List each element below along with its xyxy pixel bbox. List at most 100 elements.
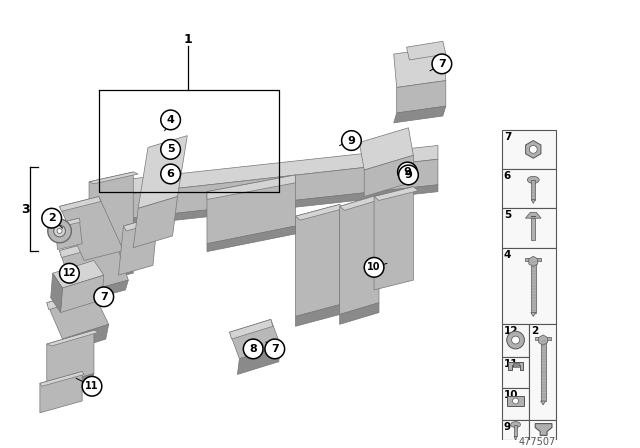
- Bar: [541, 337, 545, 401]
- Bar: [502, 248, 556, 324]
- Text: 7: 7: [438, 59, 445, 69]
- Text: 7: 7: [504, 132, 511, 142]
- Bar: [507, 396, 524, 406]
- Text: 7: 7: [271, 344, 278, 354]
- Polygon shape: [508, 362, 524, 370]
- Polygon shape: [60, 236, 116, 258]
- Polygon shape: [359, 128, 413, 170]
- Polygon shape: [237, 346, 281, 375]
- Ellipse shape: [527, 177, 539, 183]
- Polygon shape: [51, 273, 63, 313]
- Circle shape: [399, 165, 419, 185]
- Text: 12: 12: [63, 268, 76, 278]
- Polygon shape: [61, 275, 104, 313]
- Polygon shape: [514, 436, 517, 440]
- Polygon shape: [535, 424, 552, 435]
- Text: 7: 7: [100, 292, 108, 302]
- Polygon shape: [541, 401, 545, 405]
- Polygon shape: [133, 197, 177, 248]
- Text: 2: 2: [531, 326, 538, 336]
- Polygon shape: [104, 159, 438, 221]
- Polygon shape: [44, 374, 94, 399]
- Text: 4: 4: [166, 115, 175, 125]
- Text: 12: 12: [504, 326, 518, 336]
- Bar: [502, 324, 529, 357]
- Polygon shape: [71, 280, 129, 305]
- Polygon shape: [340, 194, 379, 314]
- Circle shape: [397, 162, 417, 182]
- Bar: [514, 425, 517, 436]
- Polygon shape: [89, 172, 138, 184]
- Polygon shape: [525, 212, 541, 218]
- Text: 11: 11: [85, 381, 99, 391]
- Polygon shape: [340, 303, 379, 324]
- Polygon shape: [60, 324, 109, 354]
- Circle shape: [161, 164, 180, 184]
- Text: 6: 6: [166, 169, 175, 179]
- Polygon shape: [54, 218, 80, 228]
- Polygon shape: [374, 187, 419, 201]
- Polygon shape: [296, 305, 340, 326]
- Polygon shape: [60, 236, 129, 295]
- Bar: [531, 218, 535, 240]
- Text: 9: 9: [404, 170, 412, 180]
- Polygon shape: [207, 175, 296, 199]
- Polygon shape: [40, 371, 82, 413]
- Polygon shape: [531, 199, 535, 203]
- Bar: [529, 420, 556, 440]
- Polygon shape: [296, 204, 340, 316]
- Text: 6: 6: [504, 171, 511, 181]
- Polygon shape: [364, 155, 413, 197]
- Bar: [502, 420, 529, 440]
- Polygon shape: [47, 290, 109, 339]
- Polygon shape: [406, 41, 446, 60]
- Polygon shape: [52, 260, 104, 288]
- Bar: [529, 324, 556, 420]
- Polygon shape: [529, 256, 538, 267]
- Circle shape: [48, 219, 71, 243]
- Text: 9: 9: [504, 422, 511, 431]
- Polygon shape: [89, 265, 133, 283]
- Text: 4: 4: [504, 250, 511, 260]
- Circle shape: [529, 146, 537, 153]
- Polygon shape: [513, 363, 518, 366]
- Polygon shape: [539, 335, 548, 345]
- Bar: [502, 130, 556, 169]
- Polygon shape: [340, 194, 384, 210]
- Text: 2: 2: [48, 213, 56, 223]
- Circle shape: [432, 54, 452, 74]
- Text: 10: 10: [367, 263, 381, 272]
- Polygon shape: [47, 330, 94, 387]
- Text: 3: 3: [21, 203, 29, 216]
- Bar: [531, 258, 536, 313]
- Circle shape: [57, 228, 62, 233]
- Text: 9: 9: [404, 167, 412, 177]
- Circle shape: [243, 339, 263, 359]
- Text: 477507: 477507: [518, 437, 556, 448]
- Polygon shape: [60, 197, 124, 260]
- Text: 11: 11: [504, 359, 518, 369]
- Polygon shape: [138, 136, 188, 208]
- Circle shape: [94, 287, 114, 306]
- Polygon shape: [60, 197, 101, 211]
- Bar: [502, 208, 556, 248]
- Polygon shape: [531, 313, 536, 316]
- Circle shape: [42, 208, 61, 228]
- Ellipse shape: [511, 422, 520, 427]
- Polygon shape: [104, 146, 438, 197]
- Text: 5: 5: [167, 144, 175, 155]
- Circle shape: [161, 110, 180, 130]
- Polygon shape: [397, 81, 446, 113]
- Polygon shape: [207, 226, 296, 252]
- Polygon shape: [207, 175, 296, 244]
- Polygon shape: [89, 172, 133, 275]
- Circle shape: [513, 398, 518, 404]
- Circle shape: [507, 331, 524, 349]
- Polygon shape: [525, 141, 541, 158]
- Circle shape: [82, 376, 102, 396]
- Polygon shape: [104, 185, 438, 228]
- Polygon shape: [54, 218, 82, 250]
- Polygon shape: [296, 204, 344, 220]
- Circle shape: [255, 342, 263, 350]
- Polygon shape: [374, 187, 413, 290]
